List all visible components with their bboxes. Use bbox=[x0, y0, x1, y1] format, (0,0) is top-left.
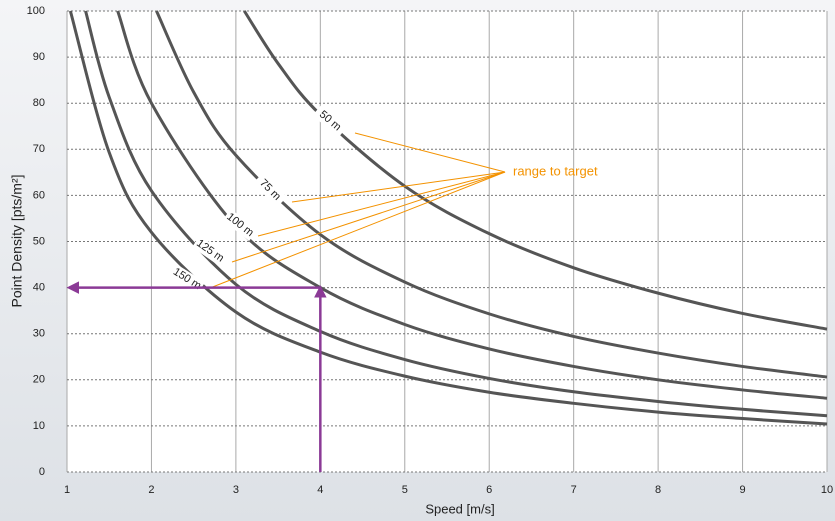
x-tick-label: 1 bbox=[64, 484, 70, 496]
leader-line bbox=[257, 171, 506, 237]
x-tick-label: 10 bbox=[821, 484, 833, 496]
curve-label-bg bbox=[312, 104, 348, 138]
leader-line bbox=[231, 171, 506, 263]
curve bbox=[155, 10, 828, 379]
curve bbox=[243, 10, 828, 331]
x-axis-label: Speed [m/s] bbox=[425, 501, 494, 516]
y-tick-label: 40 bbox=[33, 282, 45, 294]
x-tick-label: 6 bbox=[486, 484, 492, 496]
y-tick-label: 20 bbox=[33, 374, 45, 386]
y-tick-label: 0 bbox=[39, 466, 45, 478]
curve bbox=[68, 10, 828, 426]
y-tick-label: 60 bbox=[33, 189, 45, 201]
x-tick-label: 3 bbox=[233, 484, 239, 496]
curve bbox=[84, 10, 828, 418]
x-tick-label: 4 bbox=[317, 484, 323, 496]
curve-label-bg bbox=[253, 173, 287, 207]
y-tick-label: 50 bbox=[33, 235, 45, 247]
x-tick-label: 7 bbox=[571, 484, 577, 496]
y-tick-label: 70 bbox=[33, 143, 45, 155]
x-tick-label: 2 bbox=[148, 484, 154, 496]
leader-line bbox=[209, 171, 506, 289]
curve-label-bg bbox=[192, 235, 228, 267]
y-tick-label: 10 bbox=[33, 420, 45, 432]
y-tick-label: 90 bbox=[33, 51, 45, 63]
y-tick-label: 80 bbox=[33, 97, 45, 109]
y-tick-label: 100 bbox=[27, 5, 45, 17]
curve bbox=[116, 10, 828, 400]
y-axis-label: Point Density [pts/m²] bbox=[9, 174, 25, 307]
leader-line bbox=[291, 171, 506, 203]
curve-label-bg bbox=[222, 209, 258, 241]
leader-line bbox=[354, 132, 506, 173]
x-tick-label: 9 bbox=[739, 484, 745, 496]
annotation: range to target bbox=[513, 163, 598, 178]
x-tick-label: 5 bbox=[402, 484, 408, 496]
y-tick-label: 30 bbox=[33, 328, 45, 340]
x-tick-label: 8 bbox=[655, 484, 661, 496]
